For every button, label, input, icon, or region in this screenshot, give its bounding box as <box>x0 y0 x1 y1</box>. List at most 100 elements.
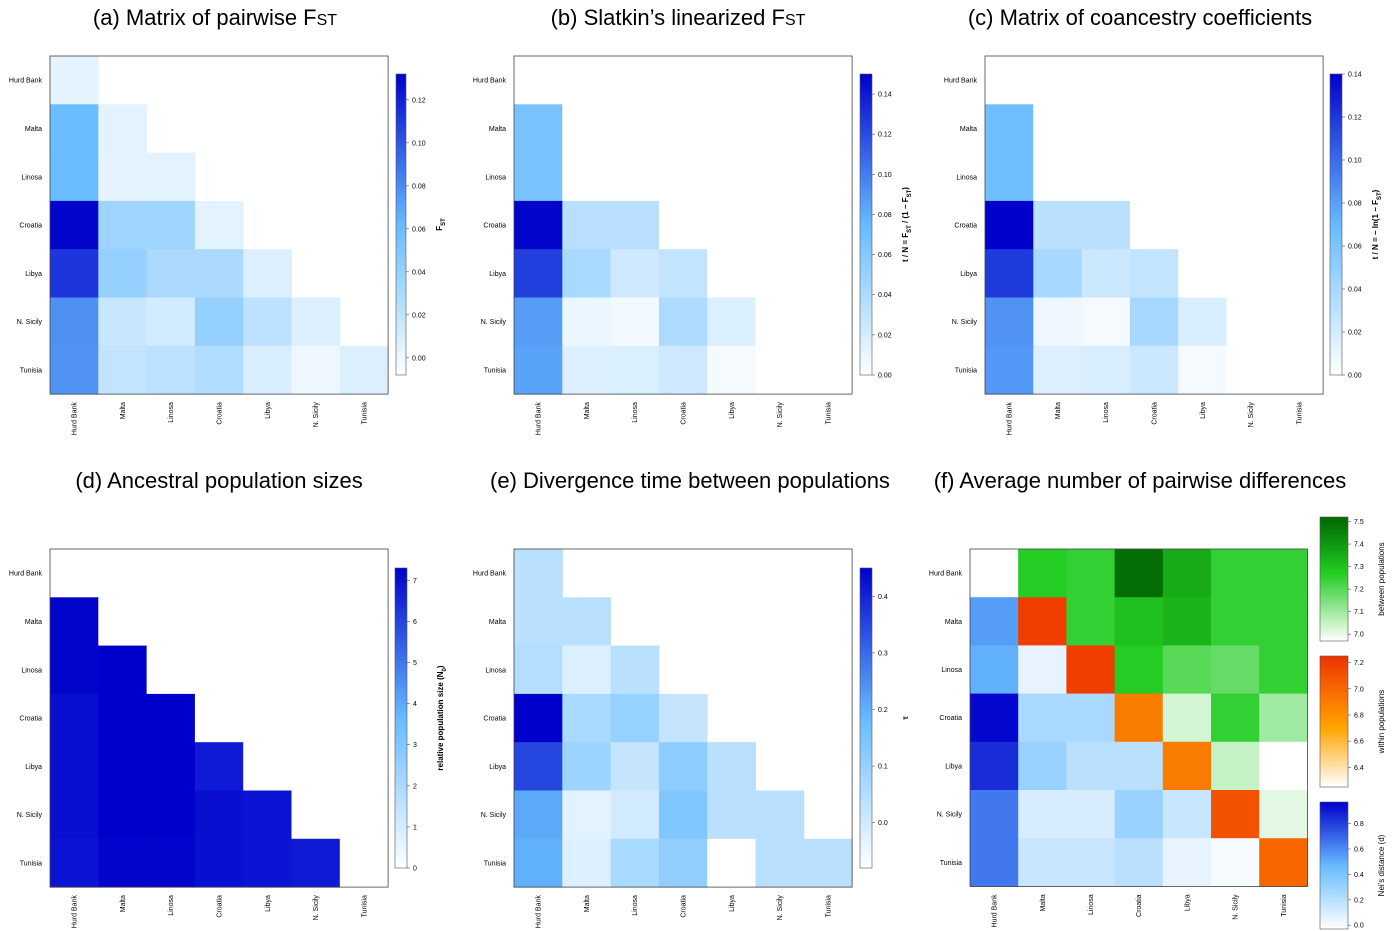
heatmap-cell <box>1018 790 1067 839</box>
heatmap-cell <box>98 693 148 743</box>
heatmap-cell <box>1018 741 1067 791</box>
colorbar-tick-label: 7 <box>413 578 417 585</box>
column-label: N. Sicily <box>313 402 320 428</box>
heatmap-cell <box>658 790 708 840</box>
heatmap-cell <box>98 645 148 695</box>
colorbar: 0.0 0.1 0.2 0.3 0.4 τ <box>859 567 910 869</box>
heatmap-cell <box>1033 345 1083 395</box>
heatmap-cell <box>1178 249 1227 298</box>
heatmap-cell <box>755 297 805 347</box>
colorbar-label: between populations <box>1377 542 1386 615</box>
heatmap-cell <box>514 742 563 791</box>
heatmap-cell <box>339 345 389 395</box>
heatmap-cell <box>50 742 99 791</box>
column-label: Malta <box>1040 894 1047 911</box>
heatmap-cell <box>98 597 148 647</box>
heatmap-cell <box>98 104 148 154</box>
heatmap-cell <box>243 838 292 888</box>
row-label: Linosa <box>21 667 42 674</box>
column-label: Linosa <box>1088 894 1095 915</box>
colorbar-tick-label: 0.0 <box>878 820 888 827</box>
row-label: Tunisia <box>955 367 977 374</box>
heatmap-cell <box>658 249 708 298</box>
row-label: N. Sicily <box>481 812 507 819</box>
colorbar-gradient <box>1319 801 1349 930</box>
heatmap-cell <box>658 345 708 395</box>
heatmap-cell <box>610 200 660 250</box>
column-label: Croatia <box>1136 894 1143 917</box>
colorbar-gradient <box>394 567 408 869</box>
colorbar-label: t / N = FST / (1 − FST) <box>901 187 913 262</box>
heatmap-cell <box>1018 838 1067 887</box>
column-label: Croatia <box>217 402 224 425</box>
colorbar-tick-label: 6.4 <box>1354 765 1364 772</box>
heatmap-cell <box>1081 345 1131 395</box>
heatmap-cell <box>339 838 389 888</box>
colorbar-tick-label: 0.4 <box>1354 872 1364 879</box>
colorbar-tick-label: 1 <box>413 824 417 831</box>
column-label: Hurd Bank <box>536 895 543 929</box>
column-label: Libya <box>1184 894 1191 911</box>
column-label: Linosa <box>168 895 175 916</box>
column-label: Malta <box>120 895 127 912</box>
heatmap-cell <box>610 249 660 298</box>
heatmap-cell <box>562 345 612 395</box>
chart-title: (c) Matrix of coancestry coefficients <box>968 5 1312 30</box>
row-label: N. Sicily <box>17 812 43 819</box>
colorbar-tick-label: 0.14 <box>878 92 892 99</box>
heatmap-cell <box>1211 790 1260 839</box>
row-label: Hurd Bank <box>473 571 507 578</box>
colorbar-label: within populations <box>1377 690 1386 755</box>
heatmap-cell <box>291 297 341 347</box>
heatmap-cell <box>985 200 1034 250</box>
column-label: Tunisia <box>825 402 832 424</box>
heatmap-cell <box>98 742 148 791</box>
heatmap-cell <box>1162 693 1212 743</box>
heatmap-cell <box>514 549 563 598</box>
row-label: Libya <box>489 764 506 771</box>
colorbar-gradient <box>1319 516 1349 642</box>
heatmap-cell <box>50 838 99 888</box>
heatmap-cell <box>146 693 196 743</box>
heatmap-cell <box>98 297 148 347</box>
heatmap-cell <box>1129 297 1179 347</box>
row-label: N. Sicily <box>937 812 963 819</box>
colorbar-tick-label: 6 <box>413 619 417 626</box>
heatmap-cell <box>755 790 805 840</box>
colorbar-tick-label: 4 <box>413 701 417 708</box>
heatmap-cell <box>514 56 563 105</box>
heatmap-cell <box>1259 597 1308 646</box>
column-label: Malta <box>120 402 127 419</box>
heatmap-cell <box>610 345 660 395</box>
row-label: Hurd Bank <box>9 571 43 578</box>
column-label: Croatia <box>681 402 688 425</box>
colorbar-label: Nei’s distance (d) <box>1377 834 1386 896</box>
heatmap-cell <box>50 200 99 250</box>
chart-title: (a) Matrix of pairwise FST <box>93 5 337 30</box>
row-label: Tunisia <box>484 367 506 374</box>
heatmap-cell <box>50 297 99 347</box>
row-label: Tunisia <box>20 367 42 374</box>
heatmap-cell <box>50 345 99 395</box>
plot-frame <box>513 548 853 888</box>
heatmap-cell <box>1114 645 1164 695</box>
row-label: Tunisia <box>484 860 506 867</box>
colorbar-tick-label: 7.1 <box>1354 609 1364 616</box>
heatmap-cell <box>1129 345 1179 395</box>
heatmap-cell <box>610 693 660 743</box>
panel-c: (c) Matrix of coancestry coefficients Hur… <box>944 5 1383 435</box>
heatmap-cell <box>1162 549 1212 598</box>
heatmap-cell <box>985 249 1034 298</box>
heatmap-cell <box>1211 741 1260 791</box>
heatmap-cell <box>562 597 612 647</box>
heatmap-cell <box>50 56 99 105</box>
row-label: Libya <box>489 271 506 278</box>
heatmap-cell <box>610 742 660 791</box>
row-label: Malta <box>945 619 962 626</box>
heatmap-cell <box>1066 741 1116 791</box>
heatmap-cell <box>562 104 612 154</box>
colorbar-tick-label: 7.0 <box>1354 686 1364 693</box>
heatmap-cell <box>707 249 756 298</box>
column-label: Libya <box>729 402 736 419</box>
heatmap-cell <box>291 838 341 888</box>
